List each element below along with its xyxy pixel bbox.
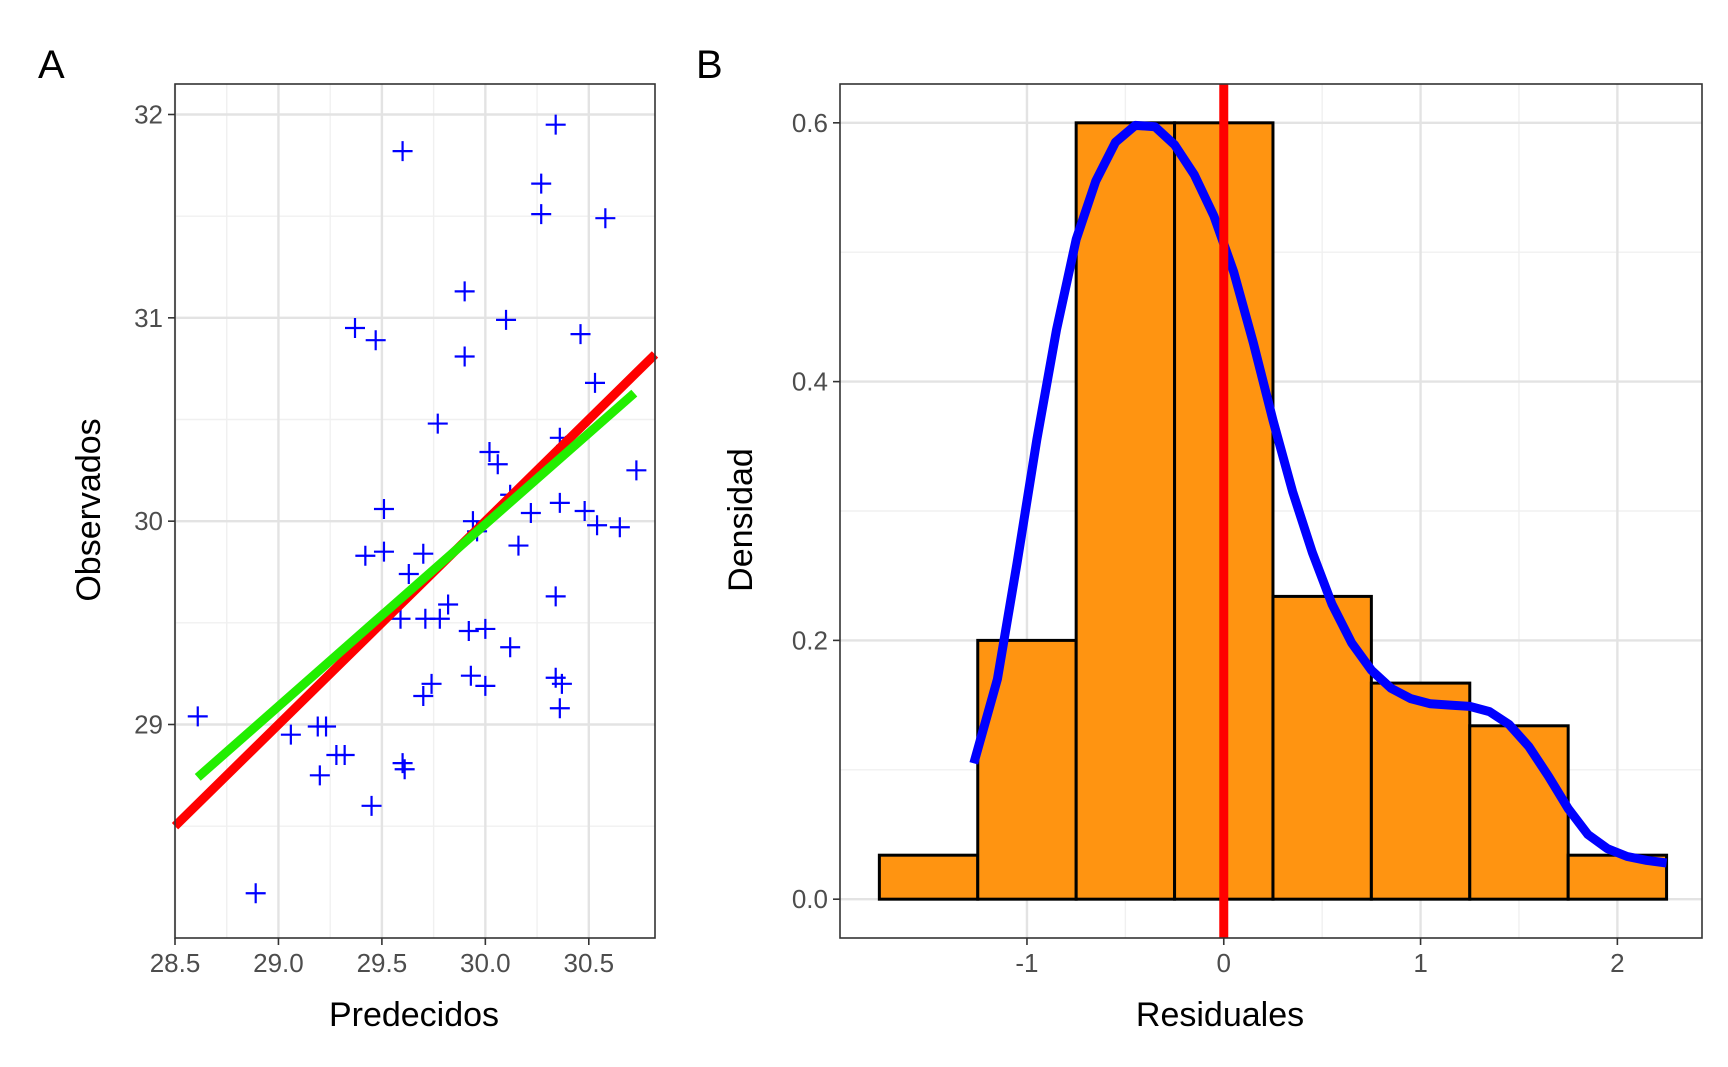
x-tick-label: 28.5 [150,948,201,978]
data-point [551,673,572,694]
data-point [475,618,496,639]
data-point [316,716,337,737]
panel-a-y-axis-title: Observados [70,418,108,601]
data-point [545,114,566,135]
y-tick-label: 0.6 [792,108,828,138]
y-tick-label: 31 [134,303,163,333]
histogram-bar [1074,121,1177,901]
data-point [373,541,394,562]
data-point [413,543,434,564]
y-tick-label: 32 [134,100,163,130]
data-point [187,706,208,727]
data-point [373,498,394,519]
panel-b-marks [877,84,1669,938]
histogram-bar [1369,681,1472,901]
panel-b-x-ticks: -1 0 1 2 [1015,938,1625,978]
histogram-bar [1271,594,1373,901]
data-point [421,673,442,694]
x-tick-label: 2 [1610,948,1624,978]
data-point [487,454,508,475]
x-tick-label: 1 [1413,948,1427,978]
data-point [508,535,529,556]
y-tick-label: 30 [134,506,163,536]
data-point [361,795,382,816]
x-tick-label: 30.0 [460,948,511,978]
panel-a: A 28.5 29.0 29.5 30.0 30.5 29 30 31 32 Predecid… [38,43,659,1034]
data-point [427,413,448,434]
data-point [496,309,517,330]
data-point [394,759,415,780]
panel-b-x-axis-title: Residuales [1136,996,1304,1034]
data-point [570,324,591,345]
panel-b: B -1 0 1 2 0.0 0.2 0.4 0.6 Residuales Densidad [696,43,1703,1034]
data-point [334,745,355,765]
data-point [398,564,419,585]
panel-a-border [174,83,656,939]
y-tick-label: 0.0 [792,884,828,914]
data-point [475,675,496,696]
panel-a-x-axis-title: Predecidos [329,996,499,1034]
data-point [392,141,413,162]
data-point [479,442,500,463]
x-tick-label: 0 [1217,948,1231,978]
data-point [585,372,605,393]
data-point [520,503,541,524]
data-point [587,515,608,536]
x-tick-label: -1 [1015,948,1038,978]
histogram-bar [976,638,1078,901]
data-point [309,765,330,786]
panel-a-y-ticks: 29 30 31 32 [134,100,175,740]
data-point [549,698,570,719]
x-tick-label: 29.5 [357,948,408,978]
data-point [429,608,450,629]
data-point [413,686,434,707]
y-tick-label: 0.4 [792,367,828,397]
data-point [626,460,647,481]
data-point [460,665,481,686]
regression-fit-line [194,389,638,781]
data-point [500,637,521,658]
data-point [365,330,386,351]
data-point [438,594,459,615]
data-point [454,346,475,367]
x-tick-label: 30.5 [563,948,614,978]
panel-b-y-axis-title: Densidad [722,448,760,592]
density-curve [969,120,1668,868]
data-point [609,517,630,538]
panel-a-x-ticks: 28.5 29.0 29.5 30.0 30.5 [150,938,614,978]
data-point [545,586,566,607]
x-tick-label: 29.0 [253,948,304,978]
y-tick-label: 0.2 [792,625,828,655]
data-point [574,501,595,521]
data-point [531,204,552,225]
data-point [355,545,376,566]
data-point [280,724,301,745]
panel-b-tag: B [696,43,723,87]
data-point [531,173,552,194]
panel-b-y-ticks: 0.0 0.2 0.4 0.6 [792,108,840,914]
data-point [390,608,411,629]
data-point [454,281,475,302]
data-point [595,208,616,229]
data-point [549,492,570,513]
panel-b-border [839,83,1703,939]
y-tick-label: 29 [134,710,163,740]
panel-a-marks [171,114,659,904]
data-point [458,620,479,641]
data-point [245,883,266,904]
data-point [345,318,365,338]
histogram-bar [1468,724,1570,901]
histogram-bar [877,853,980,901]
panel-a-tag: A [38,43,65,87]
